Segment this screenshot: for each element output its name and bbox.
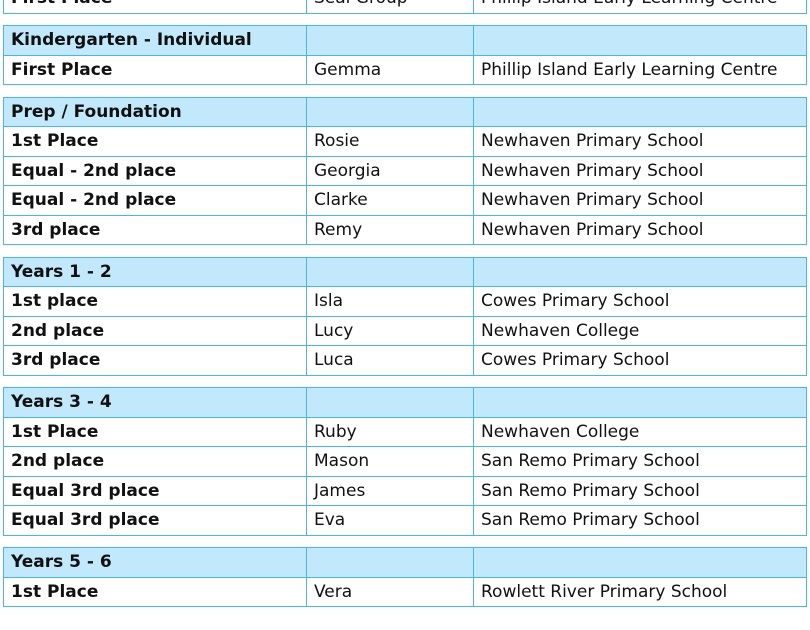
place-cell: 1st Place <box>3 416 307 447</box>
table-row: 1st place Isla Cowes Primary School <box>3 286 807 317</box>
place-cell: First Place <box>3 54 307 85</box>
place-cell: 3rd place <box>3 214 307 245</box>
place-cell: Equal 3rd place <box>3 505 307 536</box>
table-row: 3rd place Luca Cowes Primary School <box>3 345 807 376</box>
student-cell: Seal Group <box>306 0 474 14</box>
category-title: Years 3 - 4 <box>3 387 307 418</box>
table-row: 3rd place Remy Newhaven Primary School <box>3 214 807 245</box>
category-title: Prep / Foundation <box>3 96 307 127</box>
student-cell: Clarke <box>306 185 474 216</box>
table-row: 2nd place Mason San Remo Primary School <box>3 446 807 477</box>
student-cell: Isla <box>306 286 474 317</box>
category-header-row: Years 3 - 4 <box>3 387 807 418</box>
category-title: Kindergarten - Individual <box>3 25 307 56</box>
place-cell: Equal - 2nd place <box>3 155 307 186</box>
school-cell: Cowes Primary School <box>473 345 807 376</box>
table-row: First PlaceSeal GroupPhillip Island Earl… <box>3 0 807 14</box>
student-cell: Luca <box>306 345 474 376</box>
table-row: 1st Place Vera Rowlett River Primary Schoo… <box>3 576 807 607</box>
school-cell: San Remo Primary School <box>473 475 807 506</box>
header-empty-cell <box>473 25 807 56</box>
place-cell: 2nd place <box>3 446 307 477</box>
place-cell: Equal 3rd place <box>3 475 307 506</box>
results-table: Years 3 - 4 1st Place Ruby Newhaven College… <box>3 387 807 536</box>
place-cell: 1st Place <box>3 126 307 157</box>
place-cell: 2nd place <box>3 315 307 346</box>
student-cell: James <box>306 475 474 506</box>
header-empty-cell <box>306 547 474 578</box>
header-empty-cell <box>306 387 474 418</box>
place-cell: 1st Place <box>3 576 307 607</box>
results-table: Prep / Foundation 1st Place Rosie Newhaven … <box>3 96 807 246</box>
table-row: Equal - 2nd place Georgia Newhaven Primary… <box>3 155 807 186</box>
table-row: 1st Place Ruby Newhaven College <box>3 416 807 447</box>
header-empty-cell <box>473 96 807 127</box>
header-empty-cell <box>473 547 807 578</box>
school-cell: Cowes Primary School <box>473 286 807 317</box>
place-cell: 3rd place <box>3 345 307 376</box>
category-title: Years 5 - 6 <box>3 547 307 578</box>
table-row: Equal 3rd place Eva San Remo Primary Schoo… <box>3 505 807 536</box>
category-header-row: Years 5 - 6 <box>3 547 807 578</box>
header-empty-cell <box>306 96 474 127</box>
results-table: Kindergarten - Individual First Place Gemm… <box>3 25 807 85</box>
school-cell: Phillip Island Early Learning Centre <box>473 54 807 85</box>
school-cell: San Remo Primary School <box>473 505 807 536</box>
student-cell: Gemma <box>306 54 474 85</box>
results-table: Years 1 - 2 1st place Isla Cowes Primary Sc… <box>3 256 807 376</box>
school-cell: Phillip Island Early Learning Centre <box>473 0 807 14</box>
school-cell: San Remo Primary School <box>473 446 807 477</box>
student-cell: Georgia <box>306 155 474 186</box>
header-empty-cell <box>306 256 474 287</box>
category-header-row: Kindergarten - Individual <box>3 25 807 56</box>
header-empty-cell <box>473 387 807 418</box>
category-header-row: Prep / Foundation <box>3 96 807 127</box>
table-row: First Place Gemma Phillip Island Early Lea… <box>3 54 807 85</box>
school-cell: Newhaven College <box>473 315 807 346</box>
school-cell: Newhaven College <box>473 416 807 447</box>
place-cell: First Place <box>3 0 307 14</box>
school-cell: Rowlett River Primary School <box>473 576 807 607</box>
school-cell: Newhaven Primary School <box>473 155 807 186</box>
school-cell: Newhaven Primary School <box>473 214 807 245</box>
school-cell: Newhaven Primary School <box>473 185 807 216</box>
table-row: Equal - 2nd place Clarke Newhaven Primary … <box>3 185 807 216</box>
category-header-row: Years 1 - 2 <box>3 256 807 287</box>
table-row: Equal 3rd place James San Remo Primary Sch… <box>3 475 807 506</box>
place-cell: Equal - 2nd place <box>3 185 307 216</box>
header-empty-cell <box>306 25 474 56</box>
student-cell: Vera <box>306 576 474 607</box>
student-cell: Rosie <box>306 126 474 157</box>
place-cell: 1st place <box>3 286 307 317</box>
results-list: First PlaceSeal GroupPhillip Island Earl… <box>3 0 807 619</box>
school-cell: Newhaven Primary School <box>473 126 807 157</box>
student-cell: Remy <box>306 214 474 245</box>
results-table: First PlaceSeal GroupPhillip Island Earl… <box>3 0 807 14</box>
student-cell: Eva <box>306 505 474 536</box>
header-empty-cell <box>473 256 807 287</box>
category-title: Years 1 - 2 <box>3 256 307 287</box>
student-cell: Lucy <box>306 315 474 346</box>
table-row: 2nd place Lucy Newhaven College <box>3 315 807 346</box>
student-cell: Ruby <box>306 416 474 447</box>
table-row: 1st Place Rosie Newhaven Primary School <box>3 126 807 157</box>
student-cell: Mason <box>306 446 474 477</box>
results-table: Years 5 - 6 1st Place Vera Rowlett River Pr… <box>3 547 807 607</box>
